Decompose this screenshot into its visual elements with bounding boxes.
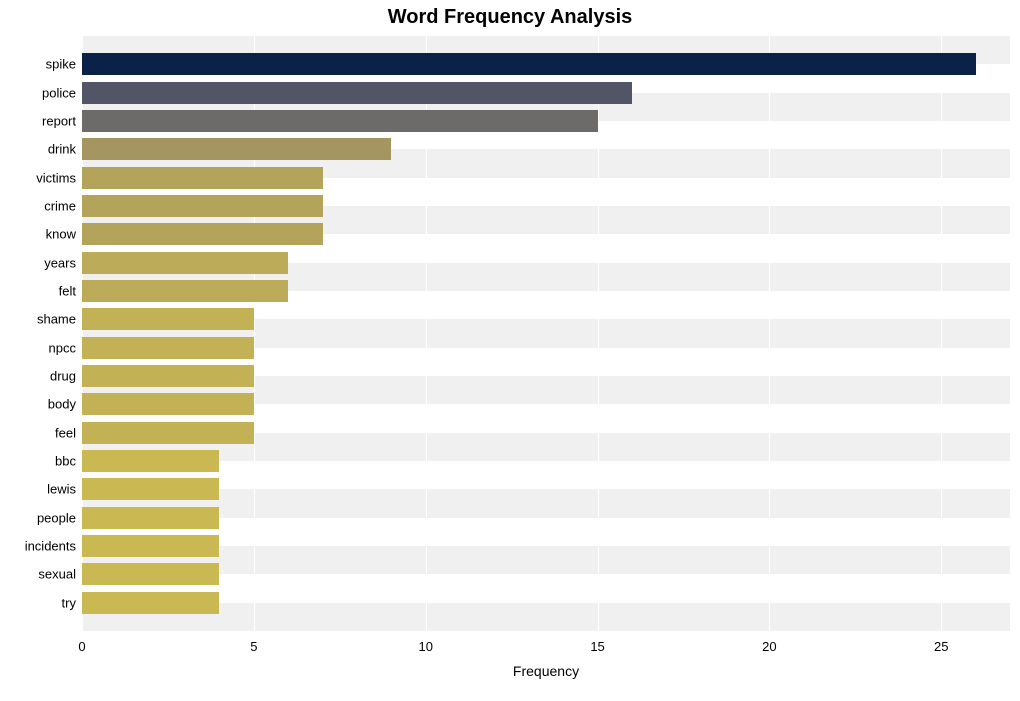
bar: [82, 308, 254, 330]
y-tick-label: spike: [46, 57, 76, 72]
gridline: [769, 36, 770, 631]
x-tick-label: 5: [250, 639, 257, 654]
grid-band: [82, 574, 1010, 602]
y-tick-label: years: [44, 255, 76, 270]
y-tick-label: lewis: [47, 482, 76, 497]
chart-title: Word Frequency Analysis: [0, 6, 1020, 29]
bar: [82, 365, 254, 387]
y-tick-label: felt: [59, 284, 76, 299]
x-tick-label: 25: [934, 639, 948, 654]
y-tick-label: know: [46, 227, 76, 242]
bar: [82, 167, 323, 189]
chart-container: Word Frequency Analysis Frequency spike p…: [0, 0, 1020, 701]
grid-band: [82, 603, 1010, 631]
bar: [82, 110, 598, 132]
bar: [82, 138, 391, 160]
y-tick-label: drug: [50, 369, 76, 384]
y-tick-label: police: [42, 85, 76, 100]
grid-band: [82, 489, 1010, 517]
y-tick-label: bbc: [55, 454, 76, 469]
plot-area: [82, 36, 1010, 631]
y-tick-label: npcc: [49, 340, 76, 355]
x-tick-label: 0: [78, 639, 85, 654]
x-tick-label: 20: [762, 639, 776, 654]
grid-band: [82, 546, 1010, 574]
x-tick-label: 10: [418, 639, 432, 654]
bar: [82, 82, 632, 104]
bar: [82, 592, 219, 614]
y-tick-label: try: [62, 595, 76, 610]
x-axis-label: Frequency: [513, 663, 579, 679]
y-tick-label: incidents: [25, 539, 76, 554]
y-tick-label: people: [37, 510, 76, 525]
y-tick-label: sexual: [38, 567, 76, 582]
grid-band: [82, 518, 1010, 546]
bar: [82, 280, 288, 302]
bar: [82, 393, 254, 415]
y-tick-label: crime: [44, 199, 76, 214]
y-tick-label: shame: [37, 312, 76, 327]
bar: [82, 337, 254, 359]
bar: [82, 563, 219, 585]
y-tick-label: report: [42, 114, 76, 129]
bar: [82, 535, 219, 557]
y-tick-label: victims: [36, 170, 76, 185]
grid-band: [82, 461, 1010, 489]
bar: [82, 252, 288, 274]
bar: [82, 507, 219, 529]
gridline: [598, 36, 599, 631]
bar: [82, 478, 219, 500]
y-tick-label: drink: [48, 142, 76, 157]
x-tick-label: 15: [590, 639, 604, 654]
y-tick-label: body: [48, 397, 76, 412]
bar: [82, 450, 219, 472]
bar: [82, 53, 976, 75]
y-tick-label: feel: [55, 425, 76, 440]
gridline: [941, 36, 942, 631]
bar: [82, 195, 323, 217]
bar: [82, 223, 323, 245]
bar: [82, 422, 254, 444]
